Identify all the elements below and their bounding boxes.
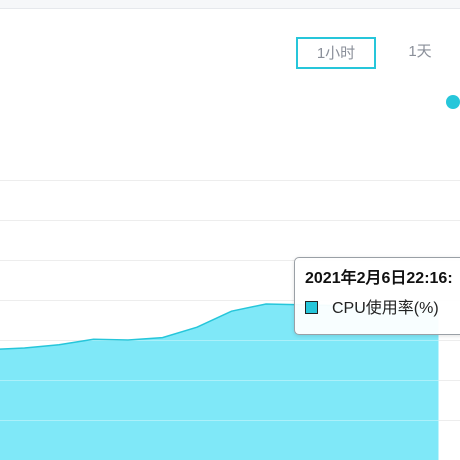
tab-1-hour[interactable]: 1小时 xyxy=(296,37,376,69)
series-swatch-icon xyxy=(305,301,318,314)
tab-1-day[interactable]: 1天 xyxy=(408,43,432,60)
chart-tooltip: 2021年2月6日22:16: CPU使用率(%) xyxy=(294,257,460,335)
top-bar xyxy=(0,0,460,9)
tooltip-series-label: CPU使用率(%) xyxy=(332,300,439,317)
tooltip-title: 2021年2月6日22:16: xyxy=(305,270,453,287)
cpu-usage-area-chart xyxy=(0,180,460,460)
series-area xyxy=(0,304,439,460)
legend-dot-icon[interactable] xyxy=(446,95,460,109)
tooltip-series-row: CPU使用率(%) xyxy=(305,298,460,320)
time-range-tabs: 1小时 1天 xyxy=(0,0,460,80)
